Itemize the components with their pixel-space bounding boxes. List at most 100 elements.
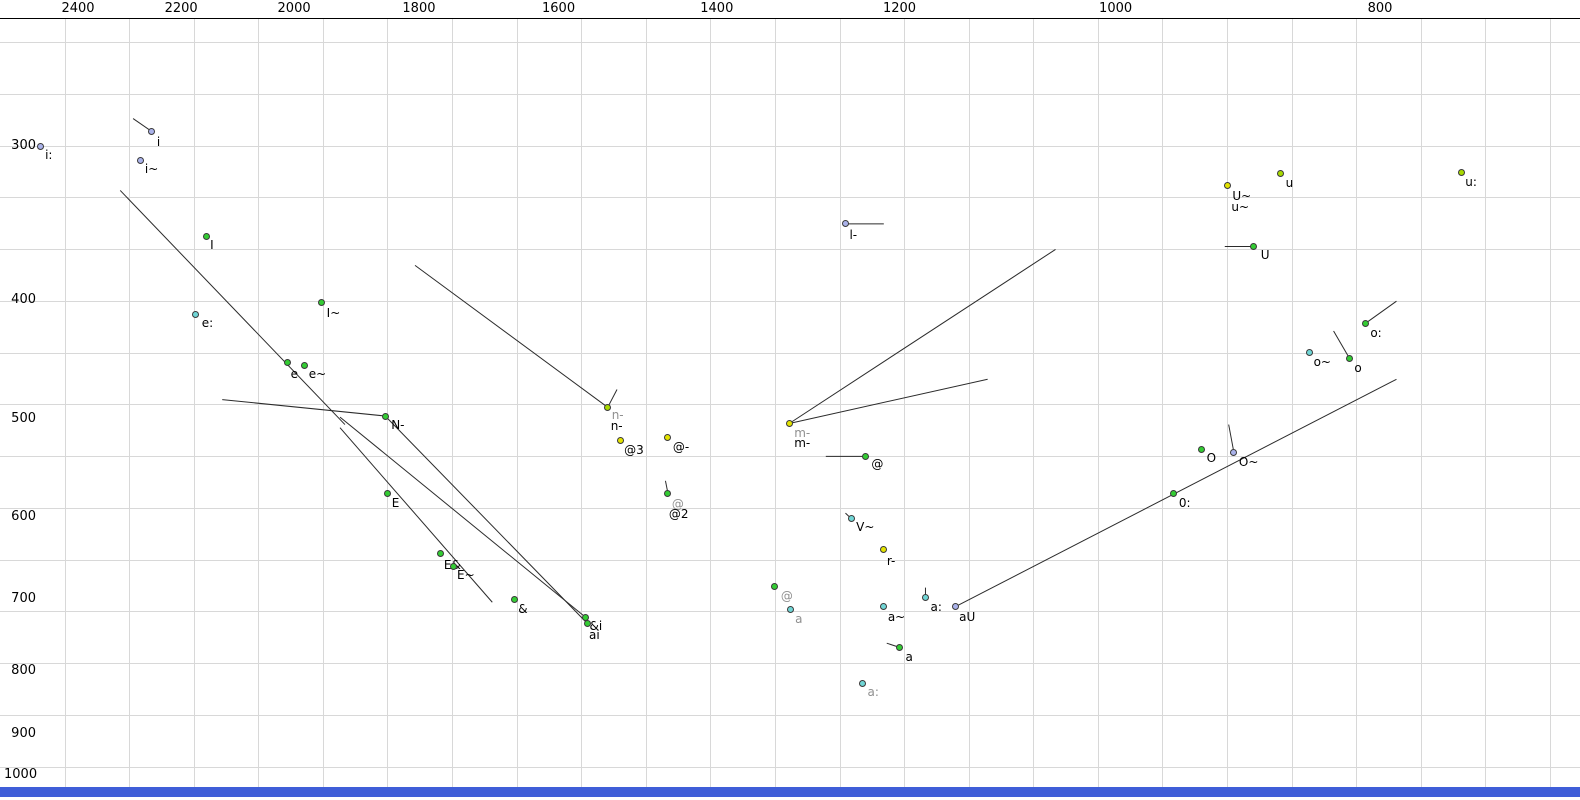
- y-axis-tick: 300: [11, 138, 36, 153]
- vowel-point[interactable]: [880, 603, 888, 611]
- vowel-label: e~: [308, 367, 327, 382]
- grid-line-horizontal: [0, 249, 1580, 250]
- vowel-label: U~: [1232, 188, 1252, 203]
- vowel-label: a:: [867, 684, 879, 699]
- vowel-point[interactable]: [771, 583, 779, 591]
- grid-line-vertical: [1420, 19, 1422, 787]
- vowel-point[interactable]: [861, 452, 869, 460]
- vowel-point[interactable]: [1457, 168, 1465, 176]
- vowel-label: @: [671, 497, 684, 512]
- vowel-label: m-: [794, 426, 811, 441]
- vowel-point[interactable]: [1361, 319, 1369, 327]
- grid-line-vertical: [1162, 19, 1164, 787]
- vowel-point[interactable]: [1250, 242, 1258, 250]
- vowel-point[interactable]: [1306, 348, 1314, 356]
- vowel-label: m-: [794, 436, 811, 451]
- vowel-point[interactable]: [318, 299, 326, 307]
- vowel-point[interactable]: [604, 403, 612, 411]
- y-axis-tick: 400: [11, 291, 36, 307]
- vowel-point[interactable]: [583, 619, 591, 627]
- vowel-point[interactable]: [1277, 170, 1285, 178]
- vowel-point[interactable]: [202, 232, 210, 240]
- vowel-point[interactable]: [880, 546, 888, 554]
- vowel-point[interactable]: [381, 412, 389, 420]
- grid-line-horizontal: [0, 42, 1580, 43]
- trajectory-line: [384, 415, 588, 624]
- vowel-label: n-: [611, 408, 624, 423]
- vowel-point[interactable]: [921, 594, 929, 602]
- x-axis-tick: 1200: [882, 1, 917, 16]
- y-axis-tick: 700: [11, 591, 36, 607]
- x-axis-tick: 2000: [277, 1, 311, 16]
- vowel-point[interactable]: [301, 361, 309, 369]
- trajectory-line: [339, 416, 586, 618]
- vowel-label: i:: [45, 148, 53, 162]
- vowel-point[interactable]: [1198, 445, 1206, 453]
- grid-line-horizontal: [0, 663, 1580, 664]
- vowel-point[interactable]: [137, 156, 145, 164]
- y-axis-tick: 500: [11, 411, 36, 427]
- grid-line-vertical: [774, 19, 776, 787]
- vowel-label: u: [1285, 175, 1294, 190]
- vowel-point[interactable]: [1345, 354, 1353, 362]
- grid-line-vertical: [387, 19, 389, 787]
- y-axis-tick: 1000: [4, 767, 38, 782]
- grid-line-horizontal: [0, 145, 1580, 147]
- vowel-point[interactable]: [284, 359, 292, 367]
- vowel-label: u:: [1465, 175, 1477, 190]
- vowel-point[interactable]: [786, 606, 794, 614]
- vowel-point[interactable]: [1230, 448, 1238, 456]
- vowel-point[interactable]: [859, 680, 867, 688]
- vowel-label: E: [391, 496, 400, 511]
- grid-line-vertical: [64, 19, 66, 787]
- vowel-point[interactable]: [664, 489, 672, 497]
- grid-line-horizontal: [0, 93, 1580, 95]
- grid-line-vertical: [1485, 19, 1487, 787]
- grid-line-vertical: [193, 19, 195, 787]
- grid-line-vertical: [710, 19, 712, 787]
- vowel-point[interactable]: [951, 603, 959, 611]
- vowel-point[interactable]: [1170, 489, 1178, 497]
- x-axis-tick: 800: [1367, 1, 1393, 16]
- vowel-label: o: [1354, 361, 1362, 376]
- vowel-label: O~: [1238, 455, 1259, 470]
- vowel-point[interactable]: [785, 419, 793, 427]
- x-axis-tick: 2200: [164, 1, 198, 16]
- selection-bar[interactable]: [0, 787, 1580, 797]
- grid-line-horizontal: [0, 352, 1580, 354]
- vowel-label: &: [518, 601, 528, 616]
- vowel-point[interactable]: [36, 142, 44, 150]
- vowel-point[interactable]: [1223, 182, 1231, 189]
- vowel-point[interactable]: [510, 596, 518, 604]
- vowel-point[interactable]: [616, 436, 624, 444]
- vowel-point[interactable]: [449, 562, 457, 570]
- vowel-point[interactable]: [896, 643, 903, 651]
- vowel-label: n-: [610, 419, 623, 434]
- vowel-point[interactable]: [664, 433, 672, 441]
- grid-line-horizontal: [0, 766, 1580, 768]
- vowel-point[interactable]: [384, 489, 392, 497]
- vowel-label: o:: [1370, 326, 1382, 341]
- point-tail-line: [1333, 330, 1350, 359]
- grid-line-horizontal: [0, 197, 1580, 199]
- vowel-label: i: [156, 134, 161, 149]
- x-axis-line: [0, 18, 1580, 19]
- grid-line-horizontal: [0, 300, 1580, 302]
- vowel-label: a~: [887, 609, 906, 624]
- vowel-point[interactable]: [437, 550, 445, 558]
- vowel-point[interactable]: [841, 220, 849, 228]
- trajectory-line: [339, 427, 493, 603]
- x-axis-tick: 1000: [1099, 1, 1133, 16]
- point-tail-line: [222, 399, 386, 417]
- vowel-point[interactable]: [847, 515, 855, 523]
- grid-line-vertical: [322, 19, 324, 787]
- point-tail-line: [788, 249, 1056, 424]
- x-axis-tick: 1800: [402, 1, 436, 16]
- vowel-point[interactable]: [192, 310, 200, 318]
- vowel-label: @2: [668, 507, 689, 522]
- vowel-label: r-: [886, 553, 896, 568]
- vowel-point[interactable]: [148, 128, 156, 136]
- grid-line-vertical: [1549, 19, 1551, 787]
